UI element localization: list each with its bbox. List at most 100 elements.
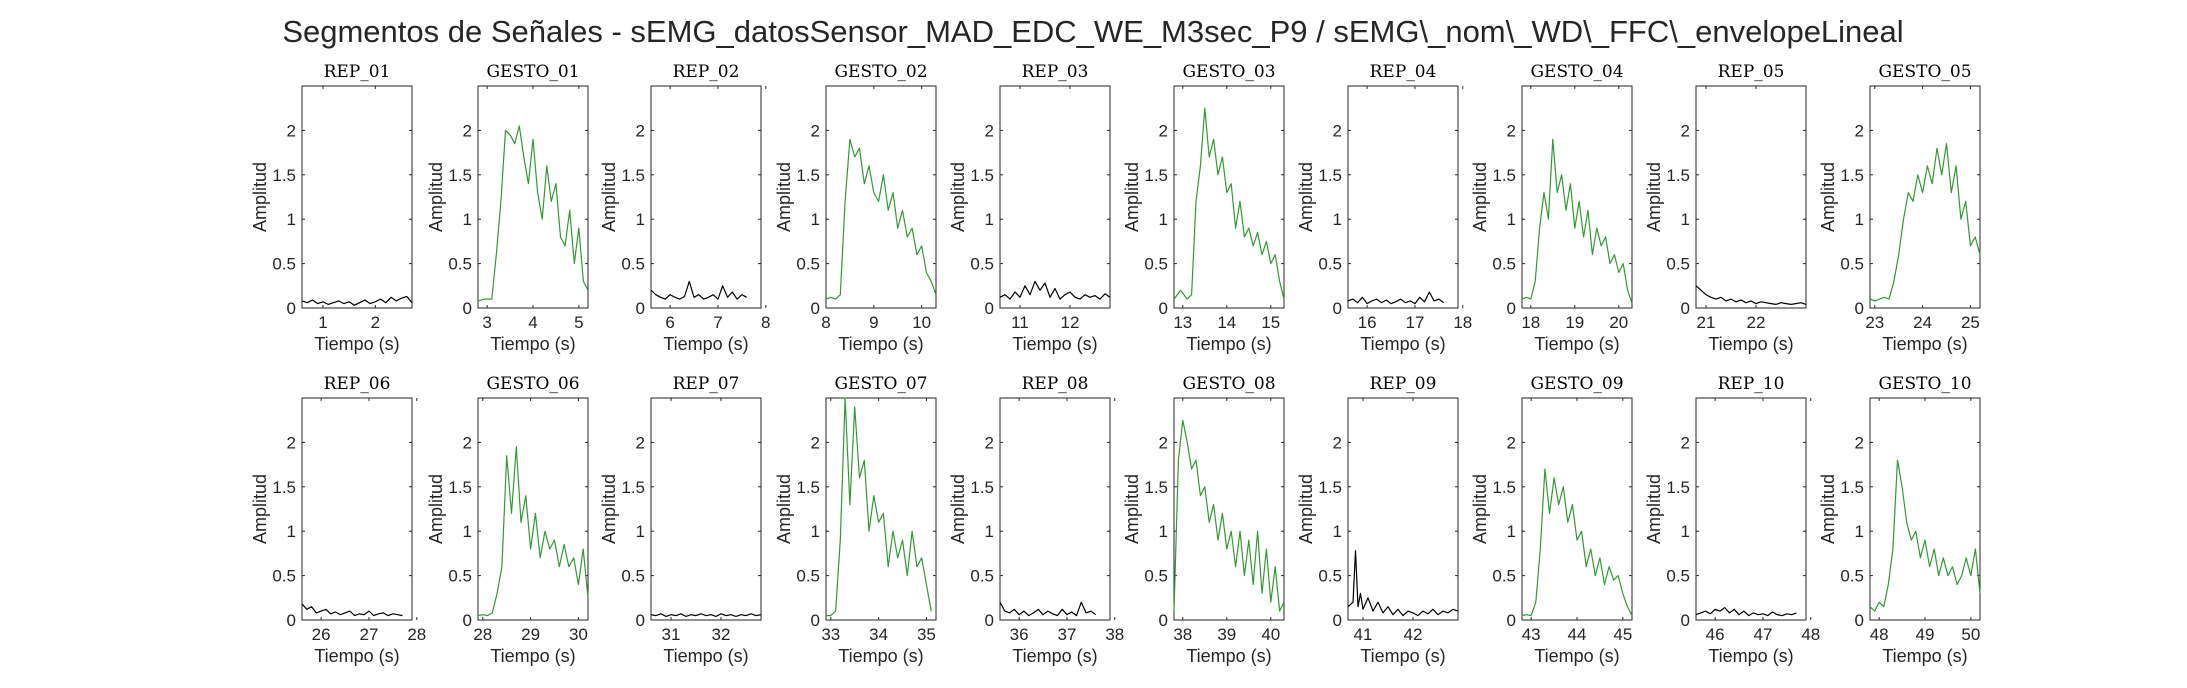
y-tick-label: 0.5 (970, 567, 994, 586)
y-tick-label: 2 (1681, 121, 1690, 140)
y-axis-label: Amplitud (599, 474, 619, 544)
y-tick-label: 2 (463, 121, 472, 140)
y-tick-label: 0 (287, 611, 296, 630)
y-tick-label: 1.5 (1318, 478, 1342, 497)
x-tick-label: 46 (1706, 625, 1725, 644)
y-tick-label: 0.5 (272, 567, 296, 586)
y-axis-label: Amplitud (1122, 474, 1142, 544)
y-axis-label: Amplitud (948, 162, 968, 232)
axes-box (477, 397, 589, 621)
x-axis-label: Tiempo (s) (1012, 646, 1097, 666)
subplot-title: GESTO_07 (834, 374, 927, 394)
x-tick-label: 17 (1405, 313, 1424, 332)
subplot-rep-04: REP_04 16 17 18 0 0.5 1 1.5 2 Tiempo (s) Amplitud (1296, 62, 1472, 354)
subplot-title: GESTO_09 (1530, 374, 1623, 394)
x-tick-label: 48 (1801, 625, 1820, 644)
series-line-gesto (1521, 138, 1633, 304)
x-tick-label: 10 (912, 313, 931, 332)
y-tick-label: 0.5 (621, 567, 645, 586)
y-axis-label: Amplitud (250, 162, 270, 232)
y-axis-label: Amplitud (774, 162, 794, 232)
x-tick-label: 47 (1753, 625, 1772, 644)
subplot-title: GESTO_01 (486, 62, 579, 82)
x-tick-label: 21 (1697, 313, 1716, 332)
y-tick-label: 0 (1333, 299, 1342, 318)
y-tick-label: 0 (636, 611, 645, 630)
x-tick-label: 41 (1354, 625, 1373, 644)
x-tick-label: 16 (1358, 313, 1377, 332)
subplot-title: REP_09 (1370, 374, 1437, 394)
y-tick-label: 0 (463, 611, 472, 630)
y-tick-label: 1.5 (1492, 166, 1516, 185)
y-tick-label: 1 (811, 522, 820, 541)
x-tick-label: 42 (1404, 625, 1423, 644)
axes-box (301, 85, 413, 309)
y-axis-label: Amplitud (1296, 474, 1316, 544)
axes-box (825, 85, 937, 309)
y-axis-label: Amplitud (1470, 162, 1490, 232)
subplot-rep-02: REP_02 6 7 8 0 0.5 1 1.5 2 Tiempo (s) Amplitud (599, 62, 771, 354)
y-tick-label: 2 (811, 433, 820, 452)
y-axis-label: Amplitud (426, 162, 446, 232)
x-tick-label: 8 (761, 313, 770, 332)
y-tick-label: 0 (287, 299, 296, 318)
subplot-gesto-10: GESTO_10 48 49 50 0 0.5 1 1.5 2 Tiempo (s) Amplitu… (1818, 374, 1981, 666)
y-axis-label: Amplitud (1644, 162, 1664, 232)
x-axis-label: Tiempo (s) (314, 334, 399, 354)
y-tick-label: 0.5 (448, 255, 472, 274)
x-axis-label: Tiempo (s) (1882, 334, 1967, 354)
y-tick-label: 2 (1855, 433, 1864, 452)
x-axis-label: Tiempo (s) (1708, 334, 1793, 354)
x-axis-label: Tiempo (s) (663, 334, 748, 354)
series-line-gesto (477, 125, 589, 302)
y-tick-label: 1 (287, 210, 296, 229)
x-tick-label: 19 (1565, 313, 1584, 332)
y-axis-label: Amplitud (1818, 474, 1838, 544)
y-tick-label: 2 (636, 433, 645, 452)
x-axis-label: Tiempo (s) (314, 646, 399, 666)
x-tick-label: 12 (1061, 313, 1080, 332)
x-tick-label: 25 (1961, 313, 1980, 332)
y-tick-label: 0 (811, 299, 820, 318)
x-tick-label: 38 (1173, 625, 1192, 644)
axes-box (1173, 85, 1285, 309)
series-line-gesto (1173, 419, 1285, 612)
x-axis-label: Tiempo (s) (1882, 646, 1967, 666)
axes-box (1869, 397, 1981, 621)
subplot-gesto-06: GESTO_06 28 29 30 0 0.5 1 1.5 2 Tiempo (s) Amplitu… (426, 374, 589, 666)
subplot-gesto-09: GESTO_09 43 44 45 0 0.5 1 1.5 2 Tiempo (s) Amplitu… (1470, 374, 1633, 666)
series-line-gesto (1521, 468, 1633, 617)
series-line-rep (1347, 291, 1445, 305)
y-tick-label: 0 (1159, 299, 1168, 318)
axes-box (1347, 85, 1459, 309)
x-tick-label: 40 (1261, 625, 1280, 644)
x-tick-label: 31 (662, 625, 681, 644)
series-line-gesto (825, 138, 937, 300)
series-line-rep (1347, 550, 1459, 617)
x-axis-label: Tiempo (s) (838, 334, 923, 354)
y-tick-label: 0.5 (1318, 567, 1342, 586)
x-tick-label: 44 (1568, 625, 1587, 644)
x-tick-label: 11 (1011, 313, 1029, 332)
series-line-gesto (1869, 459, 1981, 612)
y-tick-label: 1 (636, 522, 645, 541)
series-line-gesto (477, 446, 589, 617)
y-tick-label: 0.5 (970, 255, 994, 274)
y-tick-label: 0.5 (1666, 567, 1690, 586)
y-tick-label: 0 (636, 299, 645, 318)
y-tick-label: 2 (287, 433, 296, 452)
subplot-gesto-01: GESTO_01 3 4 5 0 0.5 1 1.5 2 Tiempo (s) Amplitud (426, 62, 589, 354)
y-tick-label: 2 (985, 433, 994, 452)
y-tick-label: 1.5 (970, 166, 994, 185)
y-tick-label: 0.5 (1144, 255, 1168, 274)
x-axis-label: Tiempo (s) (1012, 334, 1097, 354)
x-tick-label: 34 (869, 625, 888, 644)
y-tick-label: 1 (463, 210, 472, 229)
y-tick-label: 2 (1855, 121, 1864, 140)
subplot-gesto-08: GESTO_08 38 39 40 0 0.5 1 1.5 2 Tiempo (s) Amplitu… (1122, 374, 1285, 666)
x-tick-label: 29 (521, 625, 540, 644)
axes-box (301, 397, 413, 621)
axes-box (1521, 397, 1633, 621)
y-tick-label: 1 (1855, 210, 1864, 229)
